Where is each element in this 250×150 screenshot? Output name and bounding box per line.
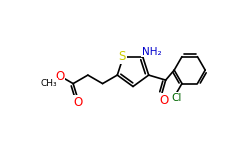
Text: O: O — [74, 96, 83, 109]
Text: O: O — [55, 70, 64, 83]
Text: Cl: Cl — [171, 93, 182, 103]
Text: S: S — [118, 50, 126, 63]
Text: CH₃: CH₃ — [40, 79, 57, 88]
Text: O: O — [159, 94, 168, 107]
Text: NH₂: NH₂ — [142, 47, 162, 57]
